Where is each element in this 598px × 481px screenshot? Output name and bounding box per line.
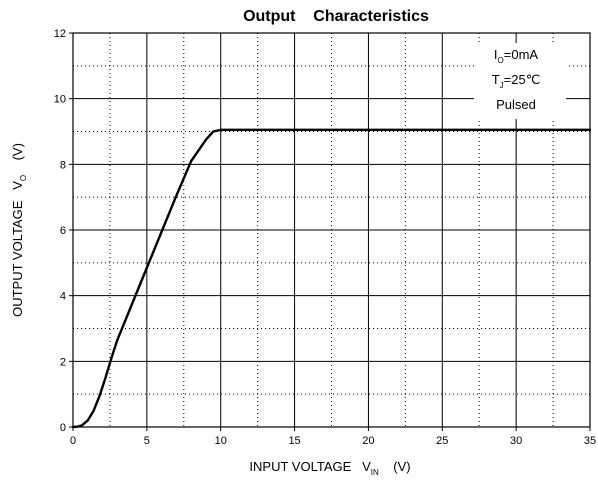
x-tick-label: 25 bbox=[436, 435, 448, 447]
annotation-background bbox=[474, 43, 566, 119]
legend-annotation: IO=0mA TJ=25℃ Pulsed bbox=[474, 43, 566, 119]
y-tick-label: 4 bbox=[60, 291, 66, 303]
x-tick-label: 30 bbox=[510, 435, 522, 447]
x-axis-label: INPUT VOLTAGE VIN (V) bbox=[249, 459, 410, 477]
y-tick-label: 8 bbox=[60, 159, 66, 171]
x-tick-label: 15 bbox=[288, 435, 300, 447]
y-axis-label: OUTPUT VOLTAGE VO (V) bbox=[10, 143, 28, 317]
x-tick-label: 35 bbox=[584, 435, 596, 447]
grid bbox=[73, 33, 590, 427]
annotation-line: TJ=25℃ bbox=[492, 72, 541, 90]
x-tick-label: 5 bbox=[144, 435, 150, 447]
y-tick-label: 12 bbox=[54, 28, 66, 40]
y-tick-label: 2 bbox=[60, 356, 66, 368]
y-tick-label: 0 bbox=[60, 422, 66, 434]
annotation-line: IO=0mA bbox=[494, 47, 539, 65]
x-tick-label: 0 bbox=[70, 435, 76, 447]
series-line bbox=[71, 128, 592, 429]
y-tick-label: 10 bbox=[54, 94, 66, 106]
x-tick-label: 10 bbox=[215, 435, 227, 447]
series-layer bbox=[71, 128, 592, 429]
y-tick-label: 6 bbox=[60, 225, 66, 237]
chart-title: Output Characteristics bbox=[243, 8, 429, 25]
x-tick-label: 20 bbox=[362, 435, 374, 447]
annotation-line: Pulsed bbox=[496, 97, 536, 112]
axes: 0 5 10 15 20 25 30 35 0 2 4 6 8 10 12 bbox=[54, 28, 596, 447]
